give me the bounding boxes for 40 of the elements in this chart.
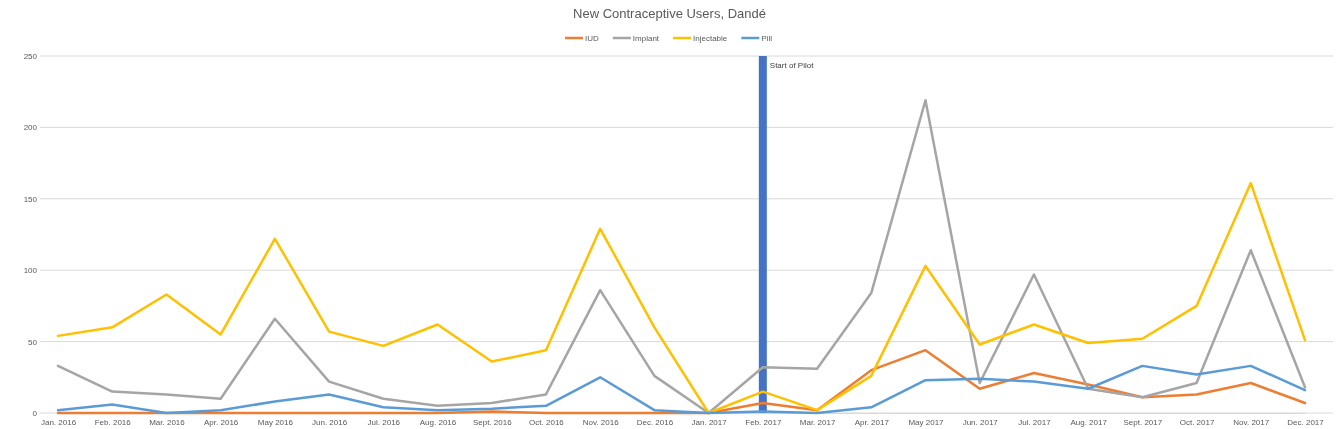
x-tick-label: Feb. 2017 [745, 417, 782, 427]
chart-title: New Contraceptive Users, Dandé [573, 6, 766, 21]
x-tick-label: Oct. 2017 [1179, 417, 1215, 427]
x-tick-label: Apr. 2016 [204, 417, 239, 427]
x-tick-label: Nov. 2017 [1233, 417, 1270, 427]
line-series [56, 364, 1307, 415]
x-tick-label: Sept. 2016 [472, 417, 513, 427]
x-tick-label: Dec. 2017 [1287, 417, 1325, 427]
x-tick-label: Jul. 2016 [367, 417, 401, 427]
line-series [56, 348, 1307, 415]
ref-line-label: Start of Pilot [769, 61, 815, 70]
x-tick-label: Mar. 2017 [799, 417, 836, 427]
x-tick-label: Feb. 2016 [94, 417, 132, 427]
y-tick-label: 250 [23, 52, 38, 62]
x-tick-label: Jul. 2017 [1018, 417, 1052, 427]
legend-label: Pill [761, 34, 773, 43]
line-series [56, 181, 1307, 415]
x-tick-label: May 2016 [257, 417, 294, 427]
legend-label: Implant [632, 34, 660, 43]
legend-label: Injectable [693, 34, 728, 43]
x-tick-label: Apr. 2017 [854, 417, 890, 427]
y-tick-label: 200 [23, 123, 38, 133]
x-tick-label: Oct. 2016 [529, 417, 565, 427]
x-tick-label: Aug. 2016 [419, 417, 457, 427]
x-tick-label: Jan. 2017 [691, 417, 728, 427]
x-tick-label: Jan. 2016 [40, 417, 77, 427]
legend-label: IUD [585, 34, 600, 43]
x-tick-label: Dec. 2016 [636, 417, 674, 427]
x-tick-label: Aug. 2017 [1070, 417, 1108, 427]
x-tick-label: Jun. 2016 [312, 417, 348, 427]
y-tick-label: 100 [23, 266, 38, 276]
y-tick-label: 50 [28, 337, 38, 347]
x-tick-label: May 2017 [908, 417, 945, 427]
y-tick-label: 0 [32, 409, 38, 419]
x-tick-label: Sept. 2017 [1123, 417, 1163, 427]
x-tick-label: Nov. 2016 [582, 417, 620, 427]
line-series [56, 99, 1307, 415]
y-tick-label: 150 [23, 194, 38, 204]
x-tick-label: Jun. 2017 [962, 417, 999, 427]
x-tick-label: Mar. 2016 [149, 417, 186, 427]
